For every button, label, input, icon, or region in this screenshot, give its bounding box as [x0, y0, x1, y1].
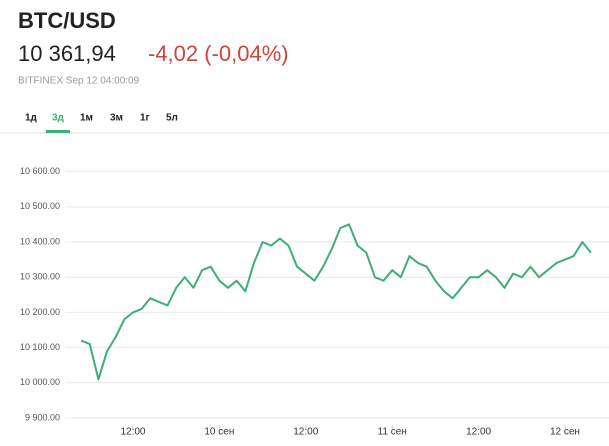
y-tick-label: 10 200.00 [20, 307, 60, 317]
active-tab-underline [46, 130, 70, 133]
x-tick-label: 10 сен [204, 427, 234, 438]
price-line [80, 223, 592, 381]
range-tab[interactable]: 1д [25, 113, 38, 124]
x-tick-label: 12:00 [120, 427, 145, 438]
y-tick-label: 10 100.00 [20, 342, 60, 352]
range-tab[interactable]: 3д [52, 113, 65, 124]
x-tick-label: 12:00 [466, 427, 491, 438]
y-tick-label: 10 400.00 [20, 236, 60, 246]
y-tick-label: 10 000.00 [20, 377, 60, 387]
y-tick-label: 10 300.00 [20, 272, 60, 282]
range-tab[interactable]: 1м [80, 113, 93, 124]
ticker-title: BTC/USD [18, 8, 116, 33]
price: 10 361,94 [18, 41, 116, 66]
price-change: -4,02 (-0,04%) [148, 41, 289, 66]
x-tick-label: 12:00 [293, 427, 318, 438]
x-tick-label: 12 сен [550, 427, 580, 438]
source-time: BITFINEX Sep 12 04:00:09 [18, 76, 140, 87]
y-tick-label: 9 900.00 [25, 412, 60, 422]
range-tab[interactable]: 5л [166, 113, 178, 124]
x-tick-label: 11 сен [378, 427, 407, 438]
y-tick-label: 10 600.00 [20, 166, 60, 176]
range-tab[interactable]: 3м [110, 113, 123, 124]
y-tick-label: 10 500.00 [20, 201, 60, 211]
range-tab[interactable]: 1г [140, 113, 150, 124]
